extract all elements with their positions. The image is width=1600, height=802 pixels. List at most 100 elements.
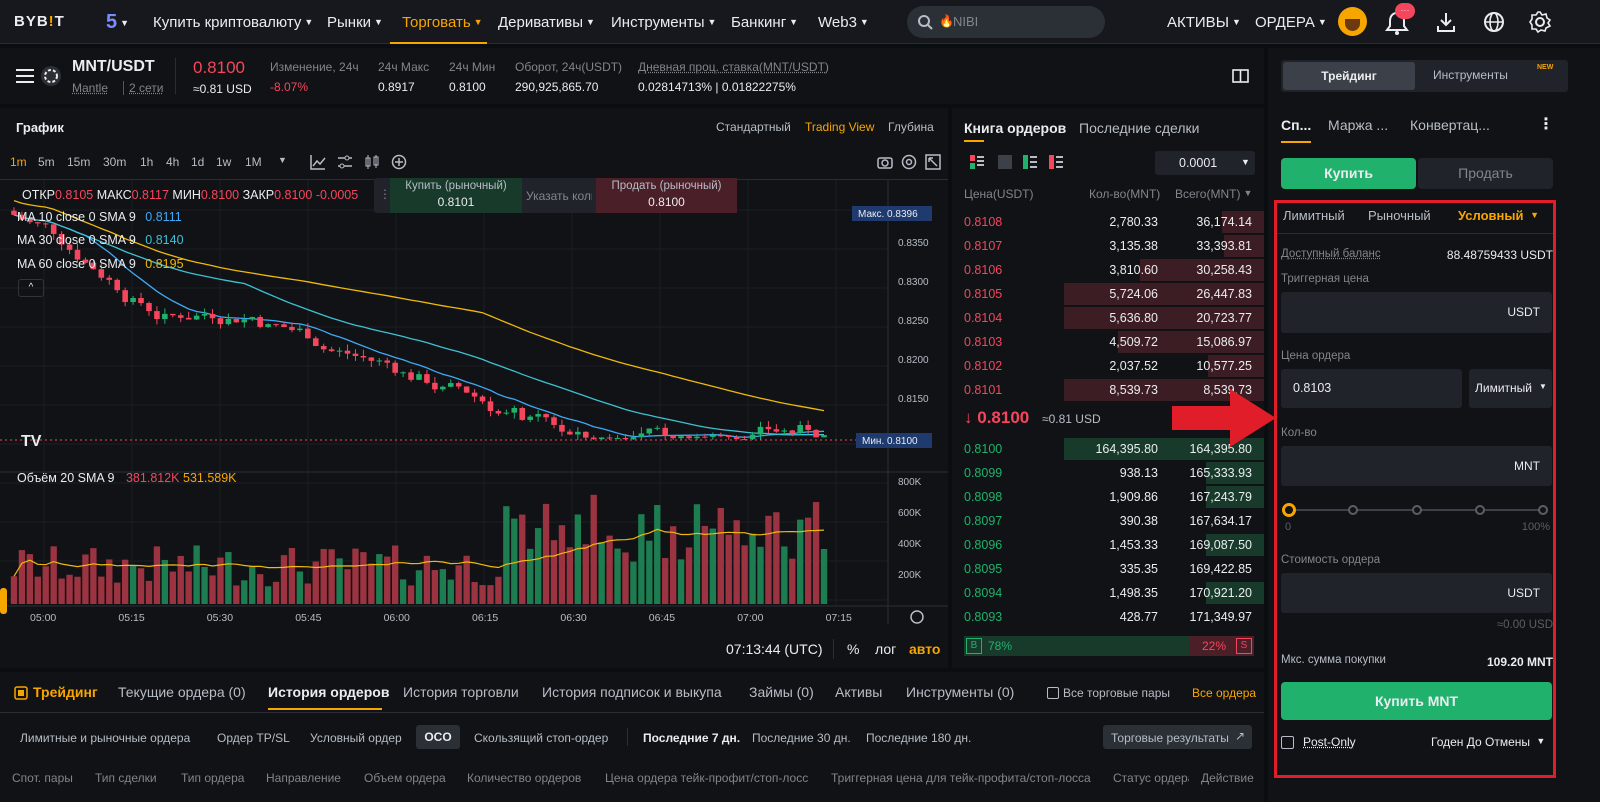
slider-thumb[interactable] — [1282, 503, 1296, 517]
ask-row[interactable]: 0.8106 3,810.60 30,258.43 — [952, 258, 1264, 282]
nav-assets[interactable]: АКТИВЫ ▼ — [1167, 14, 1241, 31]
bid-row[interactable]: 0.8096 1,453.33 169,087.50 — [952, 533, 1264, 557]
chain-label[interactable]: Mantle — [72, 81, 109, 95]
chart-settings-icon[interactable] — [901, 154, 917, 170]
avatar[interactable] — [1338, 7, 1367, 36]
price-chart[interactable]: 0.8350 0.8300 0.8250 0.8200 0.8150 Макс. 0.83… — [0, 180, 948, 668]
time-in-force-select[interactable]: Годен До Отмены ▼ — [1431, 735, 1546, 749]
trading-results-button[interactable]: Торговые результаты ↗ — [1103, 725, 1252, 749]
order-price-input[interactable]: 0.8103 — [1281, 369, 1462, 408]
bid-row[interactable]: 0.8098 1,909.86 167,243.79 — [952, 485, 1264, 509]
add-icon[interactable] — [391, 154, 407, 170]
view-standard[interactable]: Стандартный — [716, 120, 791, 134]
five-anniversary-icon[interactable]: 5 ▼ — [106, 11, 130, 33]
ask-row[interactable]: 0.8102 2,037.52 10,577.25 — [952, 354, 1264, 378]
drag-handle-icon[interactable]: ⋮ — [379, 187, 391, 201]
sell-tab-button[interactable]: Продать — [1418, 158, 1553, 189]
book-bids-icon[interactable] — [1023, 155, 1037, 169]
buy-mnt-button[interactable]: Купить MNT — [1281, 682, 1552, 720]
post-only-label[interactable]: Post-Only — [1303, 735, 1356, 749]
interval-30m[interactable]: 30m — [103, 155, 127, 169]
nav-buy-crypto[interactable]: Купить криптовалюту ▼ — [153, 14, 314, 31]
quantity-input[interactable]: MNT — [1281, 446, 1552, 486]
interval-5m[interactable]: 5m — [38, 155, 55, 169]
bottom-tab-open-orders[interactable]: Текущие ордера (0) — [118, 684, 246, 700]
filter-limit-market[interactable]: Лимитные и рыночные ордера — [20, 731, 191, 745]
nav-tools[interactable]: Инструменты ▼ — [611, 14, 717, 31]
nav-banking[interactable]: Банкинг ▼ — [731, 14, 799, 31]
period-30d[interactable]: Последние 30 дн. — [752, 731, 851, 745]
book-grid-icon[interactable] — [998, 155, 1012, 169]
ask-row[interactable]: 0.8107 3,135.38 33,393.81 — [952, 234, 1264, 258]
nav-markets[interactable]: Рынки ▼ — [327, 14, 383, 31]
ask-row[interactable]: 0.8108 2,780.33 36,174.14 — [952, 210, 1264, 234]
filter-conditional[interactable]: Условный ордер — [310, 731, 402, 745]
settings-lines-icon[interactable] — [337, 154, 353, 170]
gear-icon[interactable] — [1528, 10, 1552, 34]
all-orders-link[interactable]: Все ордера — [1192, 686, 1257, 700]
sell-market-button[interactable]: Продать (рыночный) 0.8100 — [596, 178, 737, 213]
order-cost-input[interactable]: USDT — [1281, 573, 1552, 613]
interval-1m[interactable]: 1m — [10, 155, 27, 169]
interval-1d[interactable]: 1d — [191, 155, 205, 169]
bottom-tab-loans[interactable]: Займы (0) — [749, 684, 814, 700]
ask-row[interactable]: 0.8104 5,636.80 20,723.77 — [952, 306, 1264, 330]
trigger-price-input[interactable]: USDT — [1281, 292, 1552, 333]
filter-oco[interactable]: OCO — [416, 725, 460, 749]
buy-market-button[interactable]: Купить (рыночный) 0.8101 — [390, 178, 522, 213]
order-type-conditional[interactable]: Условный ▼ — [1458, 208, 1540, 223]
bybit-logo[interactable]: BYB!T — [14, 13, 65, 30]
period-7d[interactable]: Последние 7 дн. — [643, 731, 741, 745]
layout-icon[interactable] — [1232, 69, 1249, 83]
candle-type-icon[interactable] — [364, 154, 380, 170]
interval-1M[interactable]: 1M — [245, 155, 262, 169]
search-input[interactable]: 🔥 NIBI — [907, 6, 1105, 38]
all-pairs-checkbox[interactable] — [1047, 687, 1059, 699]
bottom-tab-tools[interactable]: Инструменты (0) — [906, 684, 1015, 700]
book-asks-icon[interactable] — [1049, 155, 1063, 169]
bottom-tab-trading[interactable]: Трейдинг — [33, 684, 98, 700]
col-total[interactable]: Всего(MNT) ▼ — [1175, 187, 1253, 201]
filter-tpsl[interactable]: Ордер TP/SL — [217, 731, 290, 745]
order-price-type-select[interactable]: Лимитный ▼ — [1469, 369, 1552, 408]
precision-select[interactable]: 0.0001 ▼ — [1155, 151, 1255, 175]
more-menu-icon[interactable]: ⋮ — [1538, 116, 1554, 133]
rate-label[interactable]: Дневная проц. ставка(MNT/USDT) — [638, 60, 829, 74]
buy-tab-button[interactable]: Купить — [1281, 158, 1416, 189]
interval-1h[interactable]: 1h — [140, 155, 154, 169]
nav-trade[interactable]: Торговать ▼ — [390, 0, 487, 44]
bottom-tab-trade-history[interactable]: История торговли — [403, 684, 519, 700]
indicator-icon[interactable] — [310, 154, 326, 170]
menu-icon[interactable] — [16, 68, 34, 84]
view-tradingview[interactable]: Trading View — [805, 120, 875, 134]
bid-row[interactable]: 0.8099 938.13 165,333.93 — [952, 461, 1264, 485]
bid-row[interactable]: 0.8097 390.38 167,634.17 — [952, 509, 1264, 533]
interval-4h[interactable]: 4h — [166, 155, 180, 169]
period-180d[interactable]: Последние 180 дн. — [866, 731, 972, 745]
ask-row[interactable]: 0.8103 4,509.72 15,086.97 — [952, 330, 1264, 354]
order-type-limit[interactable]: Лимитный — [1283, 208, 1345, 223]
bid-row[interactable]: 0.8100 164,395.80 164,395.80 — [952, 437, 1264, 461]
interval-1w[interactable]: 1w — [216, 155, 232, 169]
globe-icon[interactable] — [1482, 10, 1506, 34]
interval-15m[interactable]: 15m — [67, 155, 91, 169]
nav-orders[interactable]: ОРДЕРА ▼ — [1255, 14, 1327, 31]
ask-row[interactable]: 0.8101 8,539.73 8,539.73 — [952, 378, 1264, 402]
collapse-legend-button[interactable]: ^ — [18, 279, 44, 297]
fullscreen-icon[interactable] — [925, 154, 941, 170]
bottom-tab-order-history[interactable]: История ордеров — [268, 684, 390, 700]
bid-row[interactable]: 0.8093 428.77 171,349.97 — [952, 605, 1264, 629]
order-type-market[interactable]: Рыночный — [1368, 208, 1431, 223]
networks-link[interactable]: 2 сети — [123, 81, 163, 95]
tab-trading[interactable]: Трейдинг — [1283, 62, 1415, 90]
nav-web3[interactable]: Web3 ▼ — [818, 14, 869, 31]
tab-tools[interactable]: Инструменты — [1433, 68, 1508, 82]
log-toggle[interactable]: лог — [875, 641, 897, 657]
quick-qty-input[interactable]: Указать коли — [526, 189, 592, 203]
all-pairs-label[interactable]: Все торговые пары — [1063, 686, 1170, 700]
camera-icon[interactable] — [877, 154, 893, 170]
pair-title[interactable]: MNT/USDT — [72, 58, 155, 75]
post-only-checkbox[interactable] — [1281, 736, 1294, 749]
mode-convert[interactable]: Конвертац... — [1410, 117, 1490, 133]
tab-recent-trades[interactable]: Последние сделки — [1079, 120, 1200, 136]
